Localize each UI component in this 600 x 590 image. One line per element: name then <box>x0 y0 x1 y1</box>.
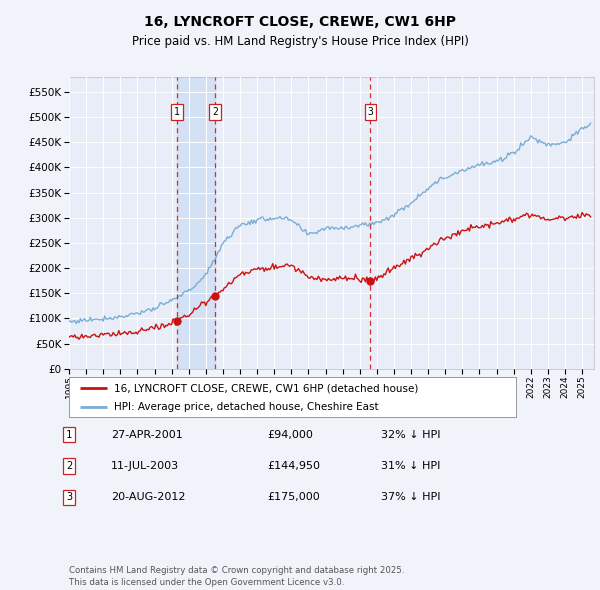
Text: 2: 2 <box>212 107 218 117</box>
Text: 37% ↓ HPI: 37% ↓ HPI <box>381 493 440 502</box>
Text: £144,950: £144,950 <box>267 461 320 471</box>
Text: £94,000: £94,000 <box>267 430 313 440</box>
Text: 3: 3 <box>368 107 373 117</box>
Text: £175,000: £175,000 <box>267 493 320 502</box>
Text: 31% ↓ HPI: 31% ↓ HPI <box>381 461 440 471</box>
Text: 20-AUG-2012: 20-AUG-2012 <box>111 493 185 502</box>
Text: 1: 1 <box>174 107 180 117</box>
Bar <box>177 77 215 369</box>
Text: 16, LYNCROFT CLOSE, CREWE, CW1 6HP: 16, LYNCROFT CLOSE, CREWE, CW1 6HP <box>144 15 456 29</box>
Text: Contains HM Land Registry data © Crown copyright and database right 2025.
This d: Contains HM Land Registry data © Crown c… <box>69 566 404 587</box>
Text: 27-APR-2001: 27-APR-2001 <box>111 430 183 440</box>
Text: 11-JUL-2003: 11-JUL-2003 <box>111 461 179 471</box>
Text: HPI: Average price, detached house, Cheshire East: HPI: Average price, detached house, Ches… <box>114 402 379 412</box>
Text: 16, LYNCROFT CLOSE, CREWE, CW1 6HP (detached house): 16, LYNCROFT CLOSE, CREWE, CW1 6HP (deta… <box>114 384 418 394</box>
Text: 32% ↓ HPI: 32% ↓ HPI <box>381 430 440 440</box>
Text: Price paid vs. HM Land Registry's House Price Index (HPI): Price paid vs. HM Land Registry's House … <box>131 35 469 48</box>
Text: 3: 3 <box>66 493 72 502</box>
Text: 2: 2 <box>66 461 72 471</box>
Text: 1: 1 <box>66 430 72 440</box>
